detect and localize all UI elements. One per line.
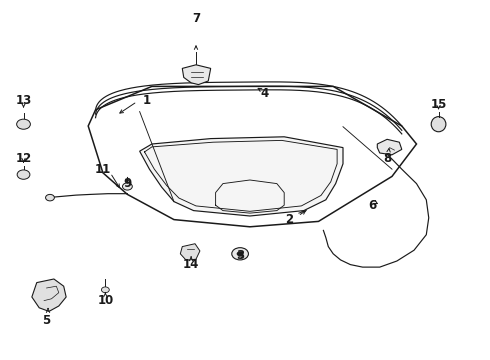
Text: 4: 4: [261, 87, 269, 100]
Text: 7: 7: [192, 12, 200, 24]
Circle shape: [122, 183, 132, 190]
Circle shape: [17, 119, 30, 129]
Polygon shape: [140, 137, 343, 216]
Text: 9: 9: [123, 177, 131, 190]
Circle shape: [101, 287, 109, 293]
Text: 15: 15: [430, 98, 447, 111]
Text: 1: 1: [143, 94, 151, 107]
Text: 14: 14: [183, 258, 199, 271]
Text: 3: 3: [236, 249, 244, 262]
Text: 13: 13: [15, 94, 32, 107]
Polygon shape: [377, 139, 402, 155]
Text: 2: 2: [285, 213, 293, 226]
Circle shape: [46, 194, 54, 201]
Text: 8: 8: [383, 152, 391, 165]
Circle shape: [17, 170, 30, 179]
Polygon shape: [88, 86, 416, 227]
Polygon shape: [182, 65, 211, 85]
Ellipse shape: [431, 117, 446, 132]
Text: 12: 12: [15, 152, 32, 165]
Text: 6: 6: [368, 199, 376, 212]
Text: 11: 11: [95, 163, 111, 176]
Polygon shape: [180, 244, 200, 260]
Polygon shape: [32, 279, 66, 311]
Text: 5: 5: [43, 314, 50, 327]
Text: 10: 10: [97, 294, 114, 307]
Circle shape: [232, 248, 248, 260]
Circle shape: [237, 251, 244, 256]
